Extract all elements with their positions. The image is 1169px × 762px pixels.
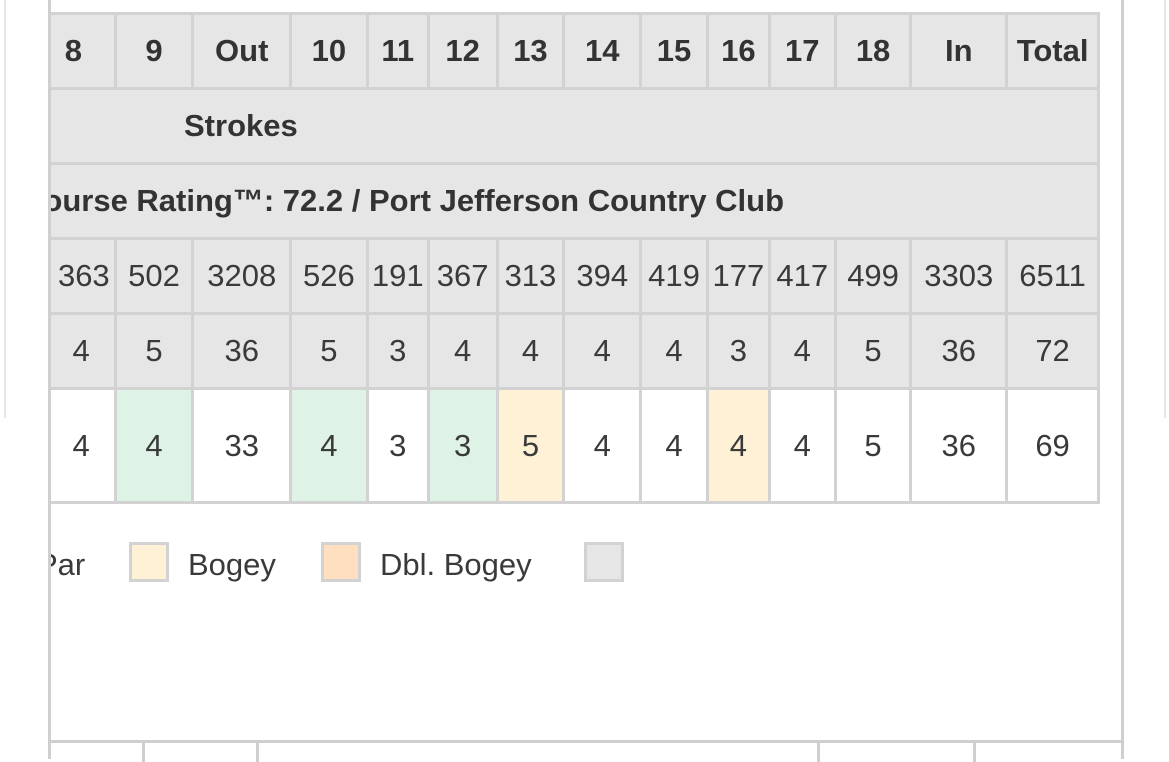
right-panel-edge bbox=[1164, 0, 1169, 418]
legend-other-swatch bbox=[584, 542, 624, 582]
yardage-cell: 502 bbox=[113, 237, 195, 315]
hole-header-cell: 12 bbox=[426, 12, 499, 90]
strokes-section-label: Strokes bbox=[51, 87, 1100, 165]
par-cell: 4 bbox=[562, 312, 643, 390]
total-header-cell: Total bbox=[1005, 12, 1100, 90]
par-cell: 3 bbox=[365, 312, 430, 390]
score-cell-birdie: 3 bbox=[426, 387, 499, 504]
par-cell: 4 bbox=[426, 312, 499, 390]
course-rating-text: Course Rating™: 72.2 / Port Jefferson Co… bbox=[51, 183, 785, 218]
hole-header-cell: 13 bbox=[495, 12, 566, 90]
score-cell-grand-total: 69 bbox=[1005, 387, 1100, 504]
yardage-cell: 3303 bbox=[909, 237, 1009, 315]
score-cell-bogey: 4 bbox=[705, 387, 771, 504]
score-cell-in-total: 36 bbox=[909, 387, 1009, 504]
score-cell: 4 bbox=[562, 387, 643, 504]
yardage-cell: 177 bbox=[705, 237, 771, 315]
scorecard-card: 8 9 Out 10 11 12 13 14 15 16 17 18 In To… bbox=[51, 0, 1121, 740]
legend-double-bogey-label: Dbl. Bogey bbox=[380, 547, 532, 582]
legend-par-label: Par bbox=[51, 547, 86, 582]
column-divider bbox=[256, 743, 259, 762]
score-cell: 5 bbox=[833, 387, 913, 504]
par-cell: 36 bbox=[909, 312, 1009, 390]
score-cell-out-total: 33 bbox=[191, 387, 293, 504]
column-divider bbox=[817, 743, 820, 762]
yardage-row: 363 502 3208 526 191 367 313 394 419 177… bbox=[51, 237, 1100, 315]
column-divider bbox=[973, 743, 976, 762]
out-header-cell: Out bbox=[191, 12, 293, 90]
hole-header-cell: 15 bbox=[639, 12, 709, 90]
score-cell-bogey: 5 bbox=[495, 387, 566, 504]
strokes-row: 4 4 33 4 3 3 5 4 4 4 4 5 36 69 bbox=[51, 387, 1100, 504]
par-cell: 4 bbox=[51, 312, 117, 390]
course-rating-row: Course Rating™: 72.2 / Port Jefferson Co… bbox=[51, 162, 1100, 240]
par-cell: 4 bbox=[495, 312, 566, 390]
legend-bogey-swatch bbox=[129, 542, 169, 582]
hole-header-cell: 18 bbox=[833, 12, 913, 90]
hole-header-cell: 10 bbox=[289, 12, 369, 90]
yardage-cell: 499 bbox=[833, 237, 913, 315]
par-cell: 5 bbox=[113, 312, 195, 390]
par-cell: 36 bbox=[191, 312, 293, 390]
yardage-cell: 526 bbox=[289, 237, 369, 315]
scorecard-frame bbox=[48, 0, 1124, 759]
par-cell: 3 bbox=[705, 312, 771, 390]
in-header-cell: In bbox=[909, 12, 1009, 90]
hole-header-row: 8 9 Out 10 11 12 13 14 15 16 17 18 In To… bbox=[51, 12, 1100, 90]
next-table-edge bbox=[51, 740, 1121, 762]
section-label-row: Strokes bbox=[51, 87, 1100, 165]
yardage-cell: 419 bbox=[639, 237, 709, 315]
yardage-cell: 313 bbox=[495, 237, 566, 315]
par-cell: 5 bbox=[833, 312, 913, 390]
yardage-cell: 6511 bbox=[1005, 237, 1100, 315]
yardage-cell: 3208 bbox=[191, 237, 293, 315]
column-divider bbox=[142, 743, 145, 762]
yardage-cell: 394 bbox=[562, 237, 643, 315]
hole-header-cell: 14 bbox=[562, 12, 643, 90]
score-legend: Par Bogey Dbl. Bogey bbox=[51, 540, 751, 586]
hole-header-cell: 11 bbox=[365, 12, 430, 90]
course-rating-cell: Course Rating™: 72.2 / Port Jefferson Co… bbox=[51, 162, 1100, 240]
hole-header-cell: 8 bbox=[51, 12, 117, 90]
par-cell: 4 bbox=[639, 312, 709, 390]
score-cell-birdie: 4 bbox=[289, 387, 369, 504]
hole-header-cell: 17 bbox=[767, 12, 837, 90]
strokes-label-text: Strokes bbox=[184, 108, 298, 143]
legend-bogey-label: Bogey bbox=[188, 547, 276, 582]
score-cell-birdie: 4 bbox=[113, 387, 195, 504]
par-cell: 72 bbox=[1005, 312, 1100, 390]
yardage-cell: 363 bbox=[51, 237, 117, 315]
left-panel-edge bbox=[0, 0, 6, 418]
score-cell: 4 bbox=[51, 387, 117, 504]
hole-header-cell: 9 bbox=[113, 12, 195, 90]
yardage-cell: 417 bbox=[767, 237, 837, 315]
scorecard-table: 8 9 Out 10 11 12 13 14 15 16 17 18 In To… bbox=[51, 12, 1100, 504]
par-cell: 4 bbox=[767, 312, 837, 390]
yardage-cell: 367 bbox=[426, 237, 499, 315]
par-row: 4 5 36 5 3 4 4 4 4 3 4 5 36 72 bbox=[51, 312, 1100, 390]
yardage-cell: 191 bbox=[365, 237, 430, 315]
legend-double-bogey-swatch bbox=[321, 542, 361, 582]
hole-header-cell: 16 bbox=[705, 12, 771, 90]
score-cell: 3 bbox=[365, 387, 430, 504]
score-cell: 4 bbox=[639, 387, 709, 504]
score-cell: 4 bbox=[767, 387, 837, 504]
par-cell: 5 bbox=[289, 312, 369, 390]
